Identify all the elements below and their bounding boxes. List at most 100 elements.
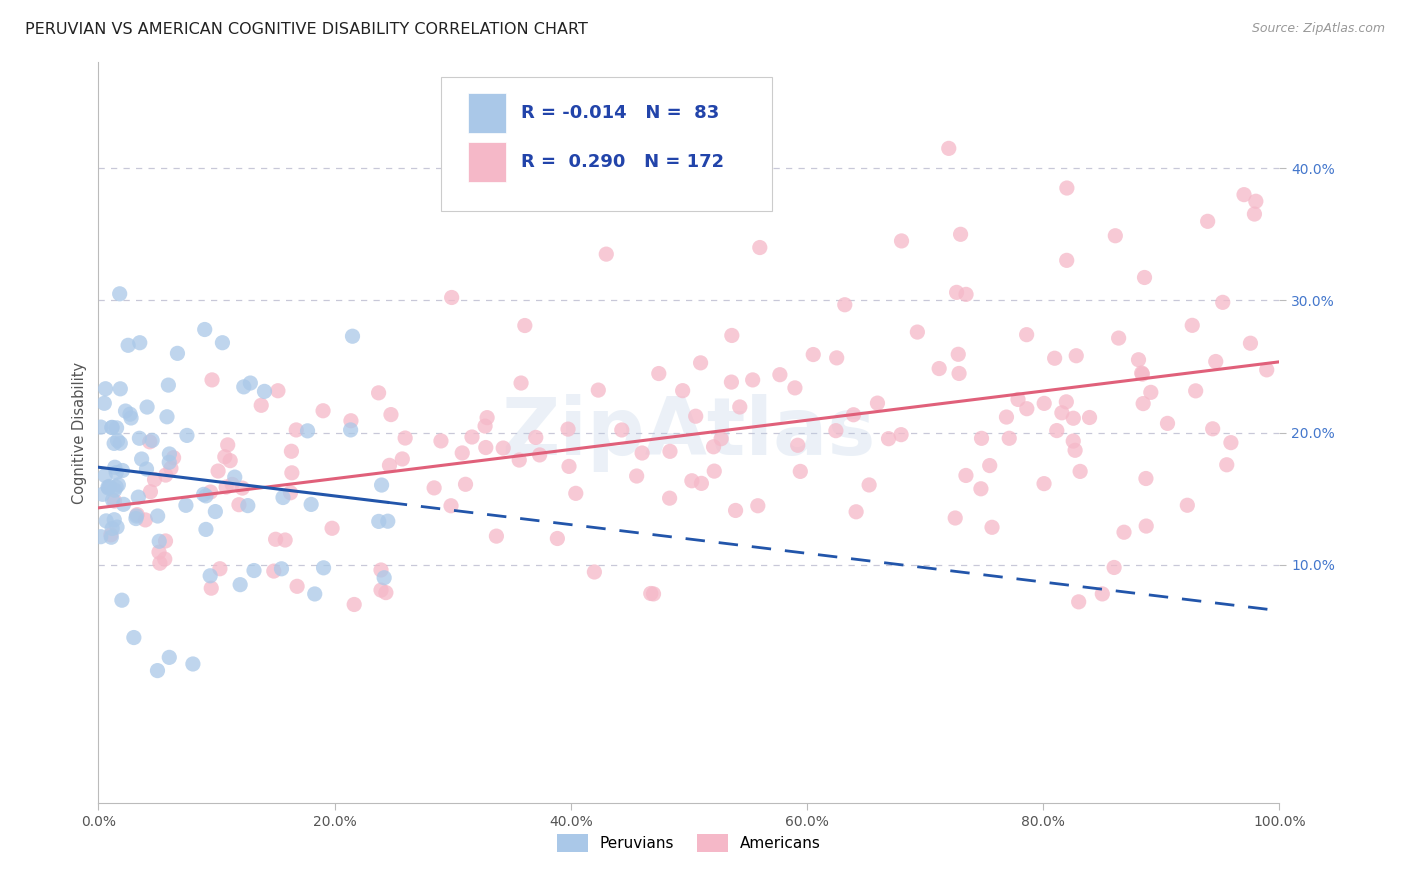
Point — [112, 497, 135, 511]
Point — [1078, 410, 1101, 425]
Point — [955, 287, 977, 301]
FancyBboxPatch shape — [468, 93, 506, 133]
Point — [340, 414, 363, 428]
Point — [174, 498, 197, 512]
Point — [524, 430, 547, 444]
Point — [1239, 336, 1261, 351]
Point — [243, 564, 266, 578]
Point — [451, 446, 474, 460]
Point — [1062, 411, 1084, 425]
Point — [995, 410, 1018, 425]
Point — [211, 335, 233, 350]
Point — [1184, 384, 1206, 398]
Point — [1175, 498, 1198, 512]
Point — [834, 298, 856, 312]
Point — [979, 458, 1001, 473]
Point — [204, 505, 226, 519]
Point — [423, 481, 446, 495]
Point — [93, 396, 115, 410]
Point — [949, 227, 972, 242]
Point — [1091, 587, 1114, 601]
Point — [724, 503, 747, 517]
Point — [546, 532, 568, 546]
Point — [224, 470, 246, 484]
Point — [217, 438, 239, 452]
Point — [558, 459, 581, 474]
Point — [689, 356, 711, 370]
Point — [143, 473, 166, 487]
Point — [215, 480, 238, 494]
Point — [103, 436, 125, 450]
Point — [108, 286, 131, 301]
Point — [648, 367, 671, 381]
Point — [221, 477, 243, 491]
Point — [160, 461, 183, 475]
Point — [229, 577, 252, 591]
Point — [955, 468, 977, 483]
Point — [1243, 207, 1265, 221]
Point — [264, 533, 287, 547]
Y-axis label: Cognitive Disability: Cognitive Disability — [72, 361, 87, 504]
Point — [370, 583, 392, 598]
Point — [219, 453, 242, 467]
Point — [858, 478, 880, 492]
Point — [157, 447, 180, 461]
Point — [938, 141, 960, 155]
Point — [156, 409, 179, 424]
Point — [139, 484, 162, 499]
Point — [672, 384, 695, 398]
Point — [1043, 351, 1066, 366]
Point — [643, 587, 665, 601]
Point — [948, 347, 970, 361]
Point — [783, 381, 806, 395]
Point — [367, 515, 389, 529]
Point — [1056, 253, 1078, 268]
Point — [90, 530, 112, 544]
Point — [155, 533, 177, 548]
Point — [1219, 435, 1241, 450]
Text: R =  0.290   N = 172: R = 0.290 N = 172 — [522, 153, 724, 171]
Point — [659, 444, 682, 458]
Point — [1108, 331, 1130, 345]
Point — [263, 564, 285, 578]
Point — [866, 396, 889, 410]
Point — [1133, 270, 1156, 285]
Point — [610, 423, 633, 437]
Point — [312, 404, 335, 418]
Point — [1233, 187, 1256, 202]
Point — [728, 400, 751, 414]
Point — [153, 552, 176, 566]
Point — [890, 427, 912, 442]
Point — [166, 346, 188, 360]
Point — [104, 483, 127, 498]
Point — [690, 476, 713, 491]
Point — [194, 489, 217, 503]
Point — [1135, 471, 1157, 485]
Point — [1132, 367, 1154, 381]
Point — [1015, 401, 1038, 416]
Point — [948, 367, 970, 381]
Point — [181, 657, 204, 671]
Text: PERUVIAN VS AMERICAN COGNITIVE DISABILITY CORRELATION CHART: PERUVIAN VS AMERICAN COGNITIVE DISABILIT… — [25, 22, 588, 37]
Point — [1128, 352, 1150, 367]
Point — [430, 434, 453, 448]
Point — [304, 587, 326, 601]
Point — [565, 486, 588, 500]
Point — [236, 499, 259, 513]
Point — [231, 481, 253, 495]
Point — [122, 631, 145, 645]
Point — [100, 528, 122, 542]
Point — [769, 368, 792, 382]
Point — [747, 499, 769, 513]
Point — [285, 423, 308, 437]
Point — [97, 480, 120, 494]
Point — [557, 422, 579, 436]
Point — [1112, 525, 1135, 540]
Point — [945, 285, 967, 300]
Point — [720, 375, 742, 389]
Point — [685, 409, 707, 424]
Point — [101, 420, 124, 434]
Point — [103, 494, 125, 508]
Point — [127, 490, 149, 504]
Point — [721, 328, 744, 343]
